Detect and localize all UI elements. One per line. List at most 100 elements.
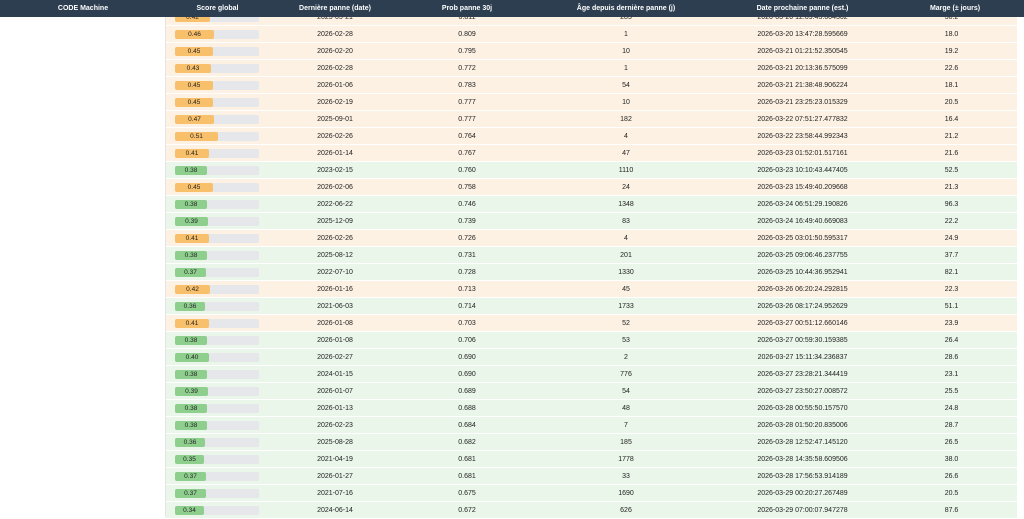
table-row[interactable]: 0.39 2025-12-09 0.739 83 2026-03-24 16:49:40… [166, 213, 1017, 230]
score-bar-fill: 0.38 [175, 336, 207, 345]
table-row[interactable]: 0.47 2025-09-01 0.777 182 2026-03-22 07:51:2… [166, 111, 1017, 128]
score-bar-fill: 0.38 [175, 370, 207, 379]
next-failure-cell: 2026-03-24 06:51:29.190826 [757, 201, 848, 208]
last-failure-cell: 2026-02-26 [317, 133, 353, 140]
score-cell: 0.40 [166, 349, 269, 366]
failure-probability-cell: 0.731 [458, 252, 476, 259]
age-since-failure-cell: 285 [620, 14, 632, 21]
margin-cell: 38.0 [944, 456, 959, 463]
table-row[interactable]: 0.39 2026-01-07 0.689 54 2026-03-27 23:50:27… [166, 383, 1017, 400]
table-row[interactable]: 0.45 2026-01-06 0.783 54 2026-03-21 21:38:48… [166, 77, 1017, 94]
score-bar-fill: 0.39 [175, 217, 208, 226]
table-row[interactable]: 0.36 2025-08-28 0.682 185 2026-03-28 12:52:4… [166, 434, 1017, 451]
header-score-global[interactable]: Score global [196, 5, 239, 12]
next-failure-cell: 2026-03-28 00:55:50.157570 [757, 405, 848, 412]
next-failure-cell: 2026-03-21 21:38:48.906224 [757, 82, 848, 89]
last-failure-cell: 2022-07-10 [317, 269, 353, 276]
score-cell: 0.51 [166, 128, 269, 145]
table-row[interactable]: 0.38 2023-02-15 0.760 1110 2026-03-23 10:10:… [166, 162, 1017, 179]
table-row[interactable]: 0.45 2026-02-20 0.795 10 2026-03-21 01:21:52… [166, 43, 1017, 60]
table-row[interactable]: 0.43 2026-02-28 0.772 1 2026-03-21 20:13:36.… [166, 60, 1017, 77]
next-failure-cell: 2026-03-29 07:00:07.947278 [757, 507, 848, 514]
age-since-failure-cell: 4 [624, 133, 628, 140]
next-failure-cell: 2026-03-26 08:17:24.952629 [757, 303, 848, 310]
next-failure-cell: 2026-03-28 01:50:20.835006 [757, 422, 848, 429]
score-bar-track: 0.38 [175, 251, 259, 260]
header-age-since-failure[interactable]: Âge depuis dernière panne (j) [576, 5, 676, 12]
table-row[interactable]: 0.51 2026-02-26 0.764 4 2026-03-22 23:58:44.… [166, 128, 1017, 145]
table-row[interactable]: 0.38 2026-02-23 0.684 7 2026-03-28 01:50:20.… [166, 417, 1017, 434]
header-margin-days[interactable]: Marge (± jours) [929, 5, 981, 12]
table-row[interactable]: 0.40 2026-02-27 0.690 2 2026-03-27 15:11:34.… [166, 349, 1017, 366]
score-bar-fill: 0.40 [175, 353, 209, 362]
last-failure-cell: 2026-02-20 [317, 48, 353, 55]
failure-probability-cell: 0.777 [458, 116, 476, 123]
header-code-machine[interactable]: CODE Machine [57, 5, 109, 12]
age-since-failure-cell: 626 [620, 507, 632, 514]
failure-probability-cell: 0.746 [458, 201, 476, 208]
header-failure-probability[interactable]: Prob panne 30j [441, 5, 493, 12]
age-since-failure-cell: 45 [622, 286, 630, 293]
table-row[interactable]: 0.46 2026-02-28 0.809 1 2026-03-20 13:47:28.… [166, 26, 1017, 43]
failure-probability-cell: 0.690 [458, 371, 476, 378]
table-row[interactable]: 0.37 2026-01-27 0.681 33 2026-03-28 17:56:53… [166, 468, 1017, 485]
margin-cell: 26.4 [944, 337, 959, 344]
failure-probability-cell: 0.764 [458, 133, 476, 140]
score-cell: 0.36 [166, 298, 269, 315]
failure-probability-cell: 0.681 [458, 473, 476, 480]
last-failure-cell: 2026-02-27 [317, 354, 353, 361]
header-next-failure-date[interactable]: Date prochaine panne (est.) [756, 5, 849, 12]
failure-probability-cell: 0.689 [458, 388, 476, 395]
score-bar-fill: 0.39 [175, 387, 208, 396]
next-failure-cell: 2026-03-25 09:06:46.237755 [757, 252, 848, 259]
last-failure-cell: 2026-02-19 [317, 99, 353, 106]
age-since-failure-cell: 2 [624, 354, 628, 361]
margin-cell: 18.1 [944, 82, 959, 89]
last-failure-cell: 2023-02-15 [317, 167, 353, 174]
last-failure-cell: 2026-01-13 [317, 405, 353, 412]
table-row[interactable]: 0.41 2026-02-26 0.726 4 2026-03-25 03:01:50.… [166, 230, 1017, 247]
next-failure-cell: 2026-03-21 23:25:23.015329 [757, 99, 848, 106]
last-failure-cell: 2026-01-27 [317, 473, 353, 480]
score-bar-fill: 0.35 [175, 455, 204, 464]
table-row[interactable]: 0.36 2021-06-03 0.714 1733 2026-03-26 08:17:… [166, 298, 1017, 315]
margin-cell: 20.5 [944, 99, 959, 106]
age-since-failure-cell: 201 [620, 252, 632, 259]
table-row[interactable]: 0.41 2026-01-14 0.767 47 2026-03-23 01:52:01… [166, 145, 1017, 162]
margin-cell: 23.9 [944, 320, 959, 327]
column-divider [165, 17, 166, 517]
table-row[interactable]: 0.37 2021-07-16 0.675 1690 2026-03-29 00:20:… [166, 485, 1017, 502]
margin-cell: 82.1 [944, 269, 959, 276]
table-row[interactable]: 0.35 2021-04-19 0.681 1778 2026-03-28 14:35:… [166, 451, 1017, 468]
margin-cell: 87.6 [944, 507, 959, 514]
table-row[interactable]: 0.38 2025-08-12 0.731 201 2026-03-25 09:06:4… [166, 247, 1017, 264]
age-since-failure-cell: 54 [622, 82, 630, 89]
table-row[interactable]: 0.45 2026-02-19 0.777 10 2026-03-21 23:25:23… [166, 94, 1017, 111]
next-failure-cell: 2026-03-24 16:49:40.669083 [757, 218, 848, 225]
score-cell: 0.41 [166, 230, 269, 247]
header-last-failure-date[interactable]: Dernière panne (date) [299, 5, 371, 12]
next-failure-cell: 2026-03-25 10:44:36.952941 [757, 269, 848, 276]
margin-cell: 21.2 [944, 133, 959, 140]
last-failure-cell: 2026-02-28 [317, 31, 353, 38]
table-row[interactable]: 0.38 2026-01-13 0.688 48 2026-03-28 00:55:50… [166, 400, 1017, 417]
table-row[interactable]: 0.42 2026-01-16 0.713 45 2026-03-26 06:20:24… [166, 281, 1017, 298]
table-row[interactable]: 0.37 2022-07-10 0.728 1330 2026-03-25 10:44:… [166, 264, 1017, 281]
table-row[interactable]: 0.41 2026-01-08 0.703 52 2026-03-27 00:51:12… [166, 315, 1017, 332]
margin-cell: 26.6 [944, 473, 959, 480]
failure-probability-cell: 0.726 [458, 235, 476, 242]
table-row[interactable]: 0.34 2024-06-14 0.672 626 2026-03-29 07:00:0… [166, 502, 1017, 519]
score-bar-fill: 0.47 [175, 115, 214, 124]
score-bar-track: 0.45 [175, 81, 259, 90]
score-bar-track: 0.41 [175, 149, 259, 158]
failure-probability-cell: 0.772 [458, 65, 476, 72]
last-failure-cell: 2026-02-28 [317, 65, 353, 72]
score-bar-fill: 0.45 [175, 81, 213, 90]
table-row[interactable]: 0.38 2024-01-15 0.690 776 2026-03-27 23:28:2… [166, 366, 1017, 383]
table-row[interactable]: 0.45 2026-02-06 0.758 24 2026-03-23 15:49:40… [166, 179, 1017, 196]
table-row[interactable]: 0.38 2022-06-22 0.746 1348 2026-03-24 06:51:… [166, 196, 1017, 213]
age-since-failure-cell: 185 [620, 439, 632, 446]
next-failure-cell: 2026-03-20 12:09:45.604362 [757, 14, 848, 21]
table-row[interactable]: 0.38 2026-01-08 0.706 53 2026-03-27 00:59:30… [166, 332, 1017, 349]
score-bar-fill: 0.45 [175, 183, 213, 192]
